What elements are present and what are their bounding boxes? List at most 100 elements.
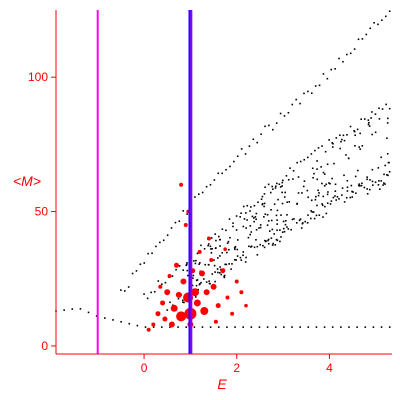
black-data-point [307,196,309,199]
black-data-point [388,161,390,164]
black-data-point [306,189,309,192]
black-data-point [226,251,228,254]
black-data-point [283,115,286,117]
black-data-point [215,247,217,249]
black-data-point [226,242,229,245]
black-data-point [207,244,209,247]
black-data-point [216,268,219,270]
black-data-point [183,301,185,304]
black-data-point [378,107,380,110]
black-data-point [234,258,236,261]
black-data-point [342,60,344,63]
black-data-point [257,201,259,204]
black-data-point [366,193,369,195]
black-data-point [287,178,290,181]
black-data-point [263,216,265,218]
red-data-point [210,283,217,290]
black-data-point [252,138,255,141]
black-data-point [316,168,318,170]
black-data-point [217,271,219,274]
black-data-point [186,269,189,272]
black-data-point [205,185,208,188]
black-data-point [334,183,337,186]
black-data-point [195,259,197,262]
black-data-point [311,167,314,170]
red-data-point [191,288,200,297]
black-data-point [311,211,313,213]
black-data-point [284,191,286,194]
black-data-point [215,239,217,242]
black-data-point [302,222,304,224]
black-data-point [345,154,347,156]
black-data-point [316,178,319,181]
black-data-point [272,128,274,131]
black-data-point [303,158,306,161]
red-data-point [179,182,184,187]
black-data-point [128,322,131,325]
black-data-point [359,132,361,135]
black-data-point [303,92,305,95]
black-data-point [201,191,204,194]
black-data-point [144,326,147,328]
black-data-point [209,245,212,248]
black-data-point [208,280,210,282]
black-data-point [371,133,373,136]
black-data-point [287,228,290,230]
black-data-point [219,266,221,268]
black-data-point [193,326,196,328]
black-data-point [315,195,317,198]
black-data-point [223,275,225,278]
black-data-point [236,248,239,251]
black-data-point [270,237,273,239]
black-data-point [228,218,231,220]
black-data-point [386,137,388,139]
black-data-point [157,280,160,282]
black-data-point [290,228,292,231]
black-data-point [310,92,313,94]
black-data-point [258,227,260,229]
red-data-point [234,279,239,284]
black-data-point [214,280,216,283]
black-data-point [266,214,269,216]
black-data-point [263,202,266,205]
black-data-point [352,191,354,193]
black-data-point [271,185,274,188]
black-data-point [279,229,281,231]
black-data-point [274,244,277,246]
black-data-point [328,139,330,141]
black-data-point [87,311,90,314]
black-data-point [325,212,328,215]
black-data-point [250,326,253,328]
black-data-point [250,246,252,248]
black-data-point [174,221,177,224]
black-data-point [349,196,352,199]
black-data-point [302,185,305,188]
black-data-point [388,170,391,173]
black-data-point [331,326,334,328]
black-data-point [185,264,188,267]
black-data-point [260,133,262,136]
black-data-point [296,161,298,164]
black-data-point [178,220,181,223]
black-data-point [256,245,259,248]
black-data-point [232,225,234,228]
black-data-point [288,201,291,203]
black-data-point [351,190,353,193]
black-data-point [314,149,316,152]
black-data-point [368,121,370,124]
black-data-point [345,196,348,199]
red-data-point [197,249,202,254]
black-data-point [372,326,375,328]
y-axis-title: <M> [13,173,41,189]
red-data-point [239,290,244,295]
black-data-point [384,164,387,167]
black-data-point [247,236,250,239]
black-data-point [279,240,281,243]
black-data-point [191,284,194,287]
black-data-point [378,118,381,120]
black-data-point [274,187,277,189]
black-data-point [225,263,228,266]
black-data-point [287,111,290,114]
black-data-point [233,246,236,249]
black-data-point [363,118,366,120]
